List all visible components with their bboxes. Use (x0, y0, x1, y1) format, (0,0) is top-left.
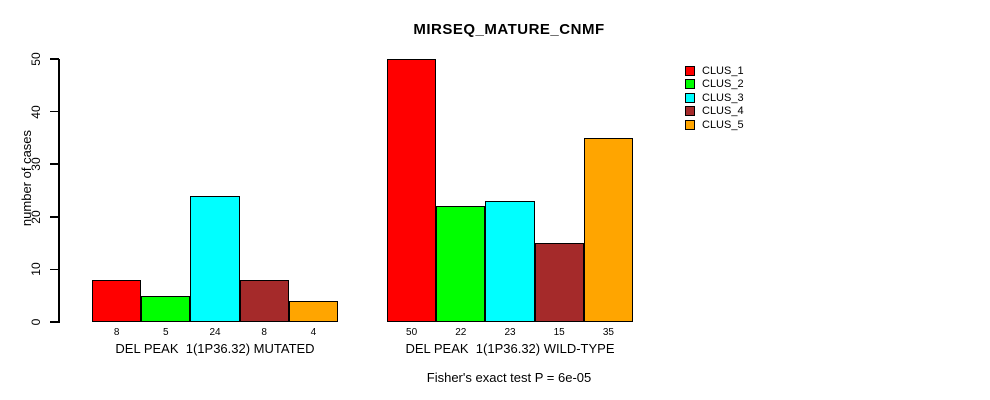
bar-value-label: 8 (261, 327, 267, 338)
bar-value-label: 4 (310, 327, 317, 338)
bar-value-label: 5 (163, 327, 169, 338)
y-tick-mark (49, 216, 59, 218)
legend-label: CLUS_3 (702, 91, 744, 104)
bar-value-label: 50 (406, 327, 418, 338)
bar-clus_1 (387, 59, 437, 322)
legend-swatch-clus_4 (685, 106, 695, 117)
x-group-label: DEL PEAK 1(1P36.32) MUTATED (115, 341, 315, 356)
legend-label: CLUS_4 (702, 105, 744, 118)
y-axis-line (58, 59, 60, 323)
legend-swatch-clus_1 (685, 66, 695, 76)
y-tick-mark (49, 321, 59, 323)
bar-clus_5 (288, 300, 338, 322)
bar-clus_3 (190, 195, 240, 322)
x-group-label: DEL PEAK 1(1P36.32) WILD-TYPE (405, 341, 615, 356)
legend-label: CLUS_5 (702, 118, 744, 131)
bar-clus_5 (583, 137, 633, 322)
bar-value-label: 24 (209, 327, 221, 338)
y-tick-label: 0 (29, 318, 43, 326)
bar-clus_4 (239, 279, 289, 322)
chart-title: MIRSEQ_MATURE_CNMF (413, 21, 605, 38)
bar-clus_2 (436, 206, 486, 322)
y-tick-mark (49, 110, 59, 113)
y-tick-label: 20 (29, 210, 43, 224)
y-tick-label: 10 (29, 262, 43, 277)
y-tick-label: 30 (29, 157, 43, 171)
bar-clus_2 (141, 295, 191, 322)
bar-clus_1 (92, 279, 142, 322)
bar-value-label: 23 (504, 327, 516, 338)
y-tick-mark (49, 58, 59, 60)
bar-value-label: 22 (455, 327, 467, 338)
y-tick-label: 40 (29, 104, 43, 119)
bar-clus_4 (534, 243, 584, 322)
fisher-test-annotation: Fisher's exact test P = 6e-05 (426, 370, 592, 385)
legend-swatch-clus_5 (685, 119, 695, 130)
bar-value-label: 15 (553, 327, 565, 338)
bar-value-label: 35 (602, 327, 614, 338)
legend-swatch-clus_2 (685, 79, 695, 90)
bar-clus_3 (485, 201, 535, 322)
legend-label: CLUS_2 (702, 78, 744, 91)
y-tick-label: 50 (29, 52, 43, 66)
bar-value-label: 8 (113, 327, 120, 338)
legend-swatch-clus_3 (685, 92, 695, 103)
y-tick-mark (49, 163, 59, 165)
y-tick-mark (49, 268, 59, 271)
legend-label: CLUS_1 (702, 65, 744, 77)
